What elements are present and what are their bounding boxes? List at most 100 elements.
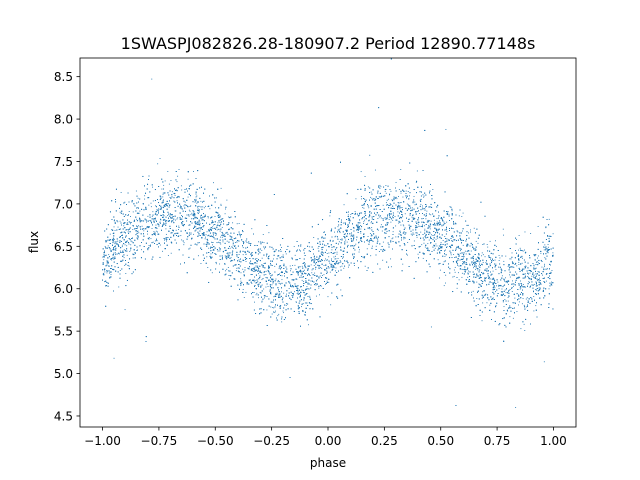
data-point — [512, 274, 514, 276]
data-point — [430, 326, 432, 328]
data-point — [520, 263, 522, 264]
data-point — [222, 241, 224, 243]
data-point — [470, 250, 472, 252]
data-point — [231, 246, 233, 248]
data-point — [298, 270, 300, 272]
data-point — [451, 210, 453, 212]
data-point — [498, 286, 500, 288]
data-point — [318, 277, 320, 279]
data-point — [394, 197, 396, 199]
data-point — [492, 270, 494, 272]
data-point — [183, 242, 185, 244]
data-point — [513, 262, 514, 264]
data-point — [520, 287, 522, 289]
data-point — [297, 290, 299, 292]
data-point — [199, 224, 201, 226]
data-point — [315, 284, 317, 286]
data-point — [486, 302, 488, 304]
data-point — [261, 249, 263, 251]
data-point — [527, 300, 529, 302]
data-point — [323, 232, 325, 233]
data-point — [162, 250, 164, 252]
data-point — [230, 257, 232, 259]
data-point — [407, 254, 408, 256]
data-point — [300, 244, 302, 246]
data-point — [507, 310, 509, 312]
data-point — [440, 242, 442, 244]
data-point — [507, 265, 509, 267]
data-point — [463, 253, 465, 255]
data-point — [225, 208, 226, 210]
data-point — [273, 296, 275, 298]
data-point — [296, 278, 298, 280]
data-point — [226, 199, 228, 201]
data-point — [110, 268, 112, 269]
data-point — [209, 236, 211, 237]
data-point — [428, 224, 430, 226]
data-point — [179, 213, 181, 215]
data-point — [150, 238, 152, 240]
data-point — [444, 236, 446, 237]
data-point — [191, 218, 192, 220]
data-point — [130, 244, 132, 246]
data-point — [163, 205, 165, 207]
data-point — [204, 238, 206, 240]
data-point — [404, 213, 406, 215]
data-point — [501, 275, 503, 277]
data-point — [509, 289, 511, 290]
data-point — [175, 219, 176, 221]
data-point — [451, 240, 452, 242]
data-point — [446, 231, 448, 232]
data-point — [354, 245, 356, 246]
data-point — [503, 260, 505, 262]
data-point — [194, 201, 196, 203]
data-point — [113, 248, 114, 250]
data-point — [293, 246, 295, 248]
data-point — [127, 229, 129, 231]
data-point — [136, 231, 138, 232]
data-point — [477, 242, 479, 244]
data-point — [466, 251, 468, 253]
data-point — [181, 215, 183, 216]
data-point — [279, 294, 281, 295]
data-point — [373, 238, 375, 239]
data-point — [183, 244, 185, 246]
data-point — [551, 255, 553, 256]
data-point — [474, 264, 476, 266]
data-point — [219, 263, 221, 265]
data-point — [414, 201, 416, 203]
data-point — [326, 249, 327, 251]
data-point — [309, 297, 311, 299]
data-point — [527, 304, 528, 306]
data-point — [424, 228, 426, 230]
data-point — [498, 260, 500, 261]
data-point — [371, 234, 373, 236]
data-point — [224, 263, 226, 265]
data-point — [191, 237, 193, 239]
data-point — [513, 283, 515, 285]
data-point — [298, 267, 300, 269]
data-point — [167, 215, 169, 216]
data-point — [187, 178, 189, 180]
data-point — [464, 250, 466, 252]
data-point — [454, 266, 456, 268]
data-point — [536, 261, 538, 263]
data-point — [232, 244, 234, 246]
data-point — [301, 289, 303, 291]
data-point — [128, 265, 130, 267]
data-point — [509, 316, 511, 318]
data-point — [360, 225, 362, 227]
data-point — [377, 198, 378, 199]
data-point — [427, 237, 429, 238]
data-point — [257, 266, 259, 268]
data-point — [387, 214, 388, 216]
data-point — [481, 252, 483, 254]
data-point — [307, 288, 309, 290]
data-point — [327, 259, 328, 261]
data-point — [475, 240, 477, 242]
data-point — [179, 212, 181, 214]
data-point — [132, 211, 134, 213]
data-point — [495, 245, 497, 247]
data-point — [465, 253, 467, 255]
data-point — [334, 231, 335, 233]
